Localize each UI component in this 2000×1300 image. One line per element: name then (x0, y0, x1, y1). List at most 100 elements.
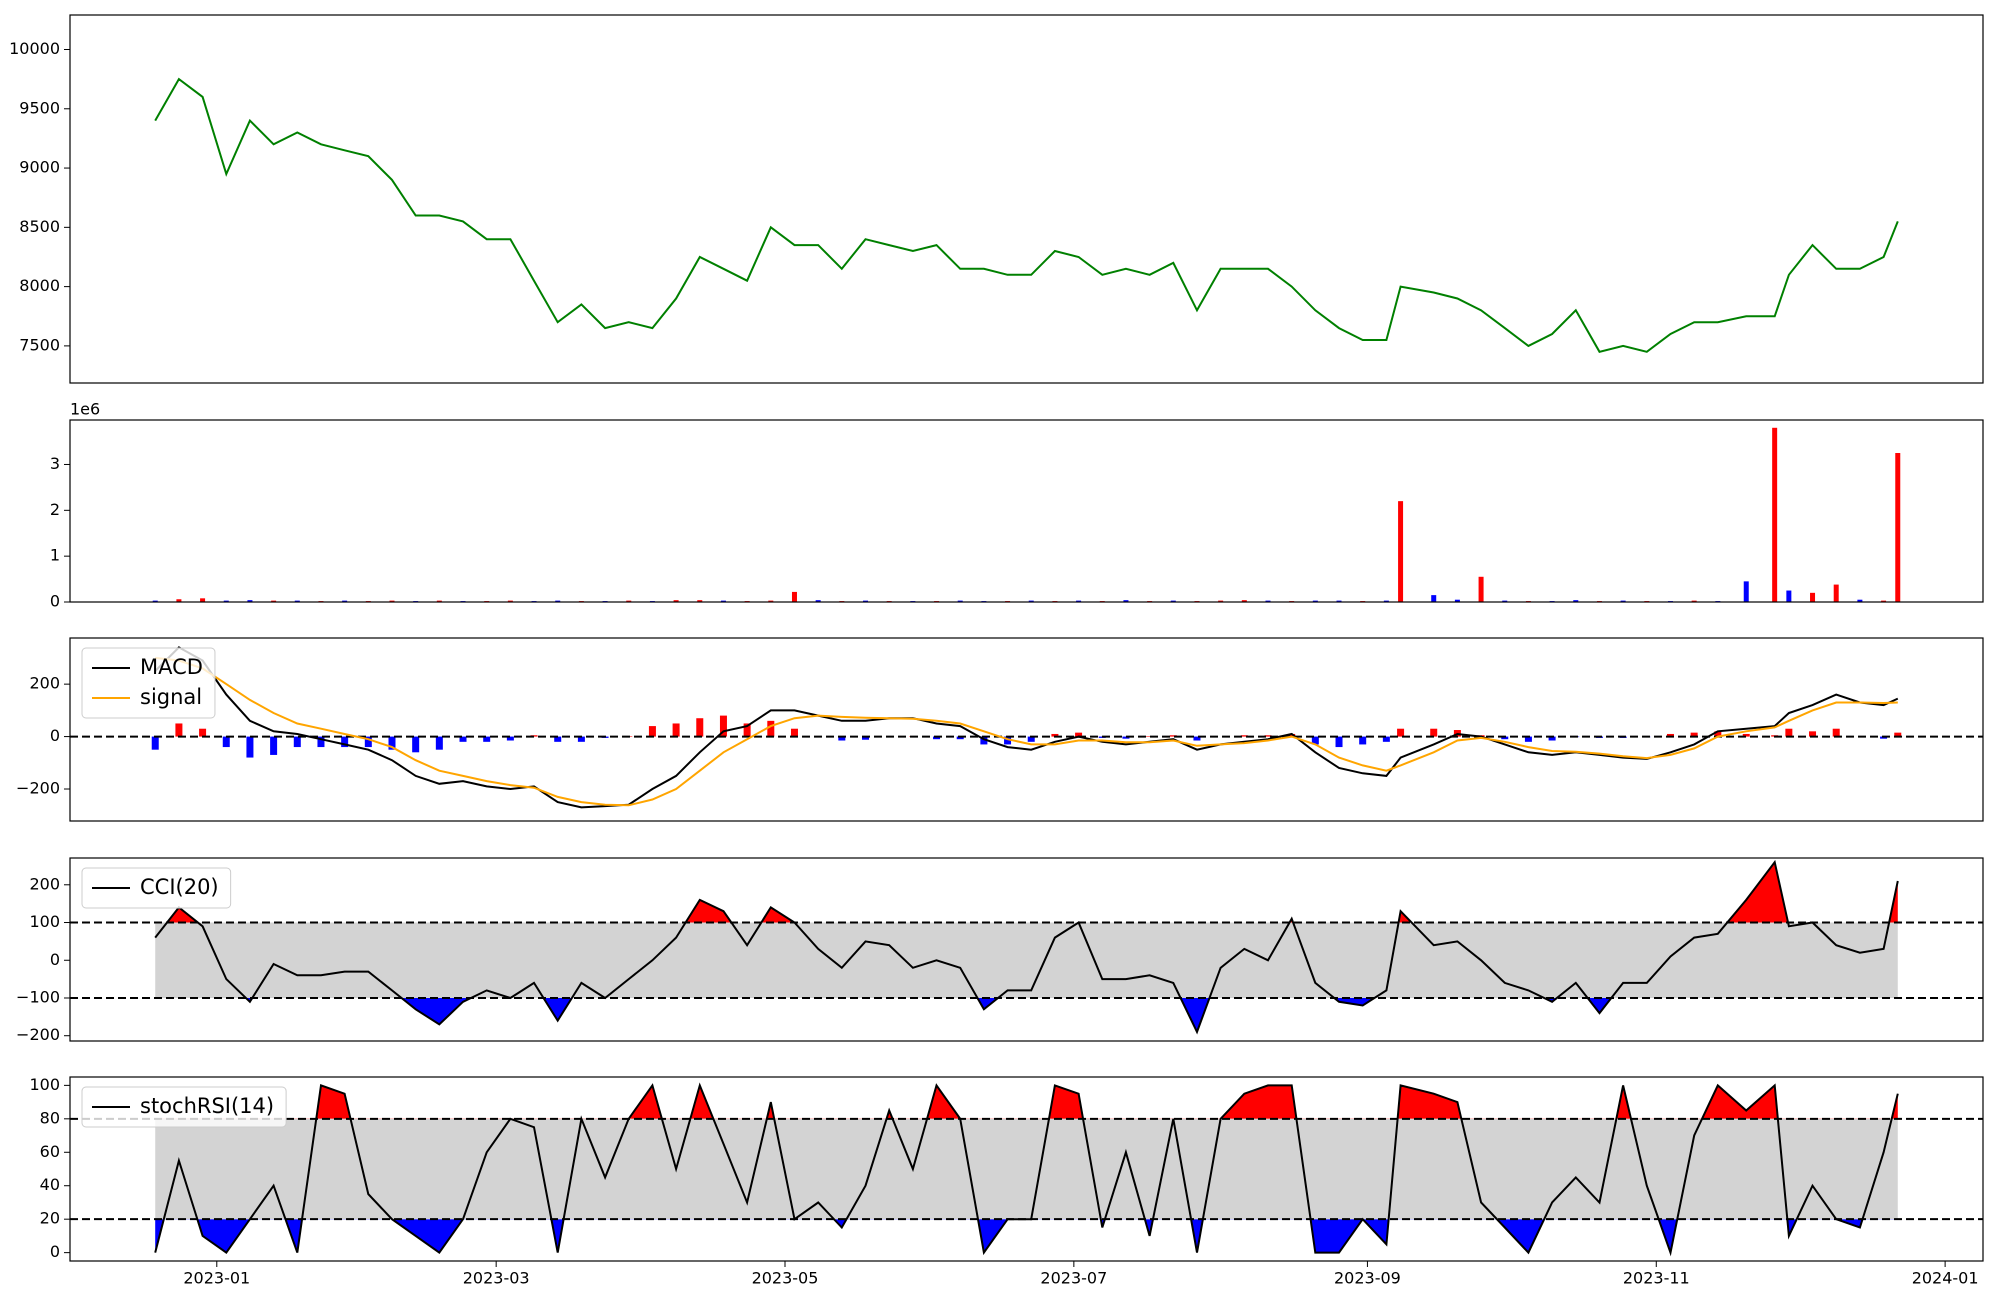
histogram-bar (790, 728, 798, 737)
y-tick-label: 8500 (19, 217, 60, 236)
histogram-bar (388, 736, 396, 750)
volume-bar (791, 591, 797, 602)
y-tick-label: −100 (16, 987, 60, 1006)
histogram-bar (1146, 736, 1154, 737)
volume-bar (1170, 600, 1176, 602)
volume-bar (1573, 600, 1579, 602)
volume-bar (1076, 600, 1082, 602)
y-tick-label: 0 (50, 1242, 60, 1261)
histogram-bar (1501, 736, 1509, 740)
series-line (154, 646, 1899, 809)
histogram-bar (1690, 732, 1698, 737)
y-tick-label: 200 (29, 674, 60, 693)
volume-bar (673, 600, 679, 602)
y-tick-label: 100 (29, 1075, 60, 1094)
volume-bar (1454, 599, 1460, 602)
y-tick-label: 100 (29, 912, 60, 931)
y-tick-label: 8000 (19, 276, 60, 295)
volume-bar (223, 600, 229, 602)
y-tick-label: 80 (40, 1108, 60, 1127)
volume-bar (247, 600, 253, 602)
y-tick-label: 0 (50, 592, 60, 611)
x-tick-label: 2023-11 (1623, 1269, 1690, 1288)
histogram-bar (1894, 732, 1902, 737)
volume-bar (152, 600, 158, 602)
histogram-bar (648, 726, 656, 737)
y-tick-label: −200 (16, 779, 60, 798)
histogram-bar (1264, 735, 1272, 737)
histogram-bar (1335, 736, 1343, 748)
volume-bar (271, 600, 277, 602)
histogram-bar (1288, 733, 1296, 737)
volume-bar (1265, 600, 1271, 602)
y-tick-label: 1 (50, 546, 60, 565)
volume-bar (555, 600, 561, 602)
volume-bar (1620, 600, 1626, 602)
y-tick-label: 0 (50, 726, 60, 745)
volume-bar (1478, 576, 1484, 602)
volume-bar (768, 600, 774, 602)
histogram-bar (554, 736, 562, 742)
histogram-bar (1075, 732, 1083, 737)
x-tick-label: 2024-01 (1912, 1269, 1979, 1288)
histogram-bar (1359, 736, 1367, 745)
y-tick-label: 3 (50, 454, 60, 473)
histogram-bar (1122, 736, 1130, 739)
volume-bar (294, 600, 300, 602)
volume-bar (176, 599, 182, 602)
legend-label: stochRSI(14) (140, 1094, 274, 1118)
volume-bar (1312, 600, 1318, 602)
histogram-bar (1169, 735, 1177, 737)
volume-bar (389, 600, 395, 602)
histogram-bar (412, 736, 420, 753)
volume-bar (342, 600, 348, 602)
volume-bar (1743, 581, 1749, 602)
y-tick-label: 7500 (19, 335, 60, 354)
histogram-bar (1027, 736, 1035, 742)
histogram-bar (1240, 735, 1248, 737)
histogram-bar (862, 736, 870, 740)
axes-frame (69, 637, 1984, 822)
histogram-bar (530, 735, 538, 737)
legend-box (81, 1086, 287, 1128)
neutral-band (155, 1118, 1898, 1220)
histogram-bar (1193, 736, 1201, 741)
volume-bar (1810, 592, 1816, 602)
series-line (154, 1082, 1899, 1257)
y-tick-label: 0 (50, 950, 60, 969)
histogram-bar (672, 723, 680, 737)
histogram-bar (1785, 728, 1793, 737)
volume-bar (1833, 584, 1839, 602)
histogram-bar (767, 720, 775, 737)
volume-bar (1028, 600, 1034, 602)
x-tick-label: 2023-03 (463, 1269, 530, 1288)
histogram-bar (1524, 736, 1532, 742)
volume-bar (436, 600, 442, 602)
volume-bar (1502, 600, 1508, 602)
y-tick-label: 200 (29, 874, 60, 893)
histogram-bar (1714, 731, 1722, 737)
histogram-bar (341, 736, 349, 748)
histogram-bar (175, 723, 183, 737)
axes-frame (69, 14, 1984, 384)
volume-bar (1398, 501, 1404, 602)
axes-frame (69, 1076, 1984, 1262)
histogram-bar (1051, 733, 1059, 737)
y-tick-label: 2 (50, 500, 60, 519)
histogram-bar (1880, 736, 1888, 739)
volume-bar (1383, 600, 1389, 602)
series-line (155, 656, 1898, 807)
volume-bar (863, 600, 869, 602)
y-tick-label: 40 (40, 1175, 60, 1194)
histogram-bar (577, 736, 585, 742)
volume-bar (815, 600, 821, 602)
volume-bar (720, 600, 726, 602)
price-line (154, 77, 1899, 353)
legend-label: CCI(20) (140, 875, 219, 899)
x-tick-label: 2023-09 (1334, 1269, 1401, 1288)
histogram-bar (1004, 736, 1012, 745)
offset-label: 1e6 (70, 400, 100, 419)
legend-label: signal (140, 685, 202, 709)
histogram-bar (270, 736, 278, 755)
